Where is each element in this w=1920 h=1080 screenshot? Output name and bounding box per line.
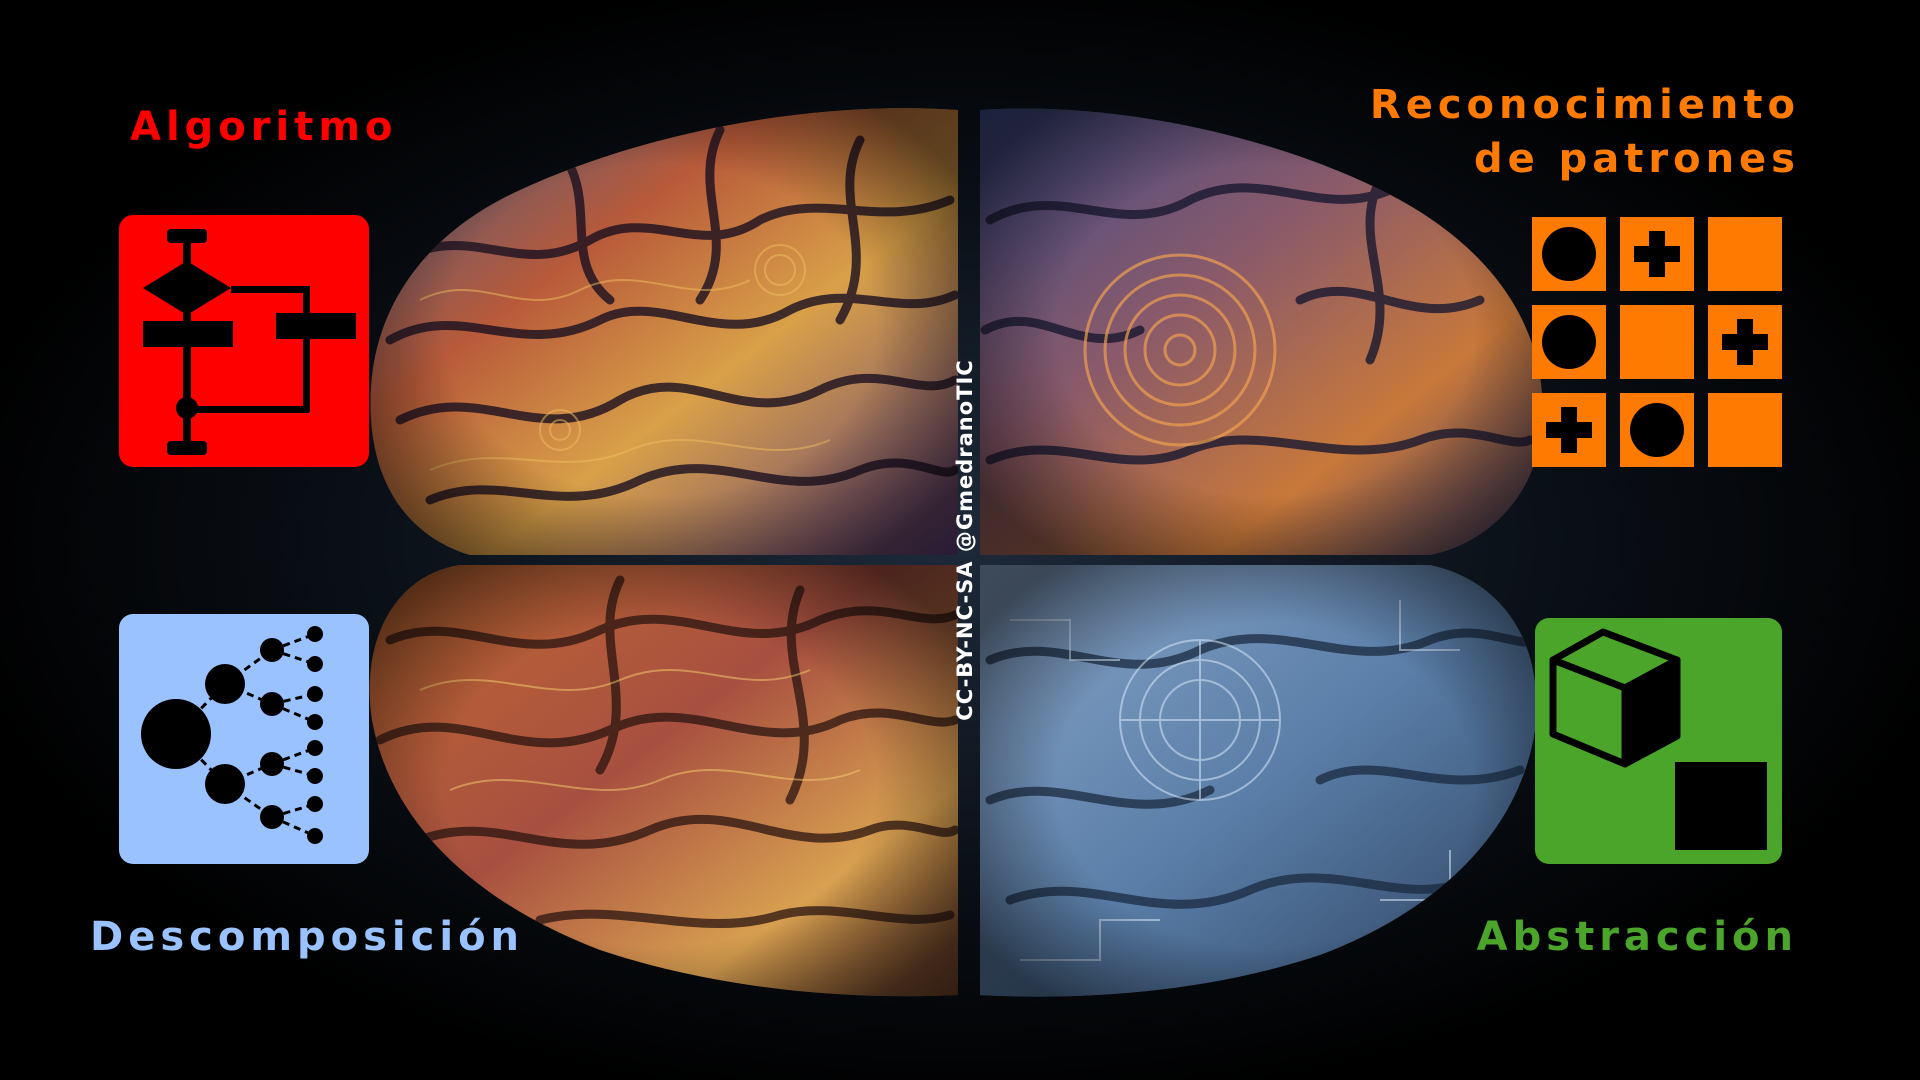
label-reconocimiento: Reconocimiento de patrones	[1370, 78, 1800, 186]
label-reconocimiento-line2: de patrones	[1473, 136, 1800, 182]
flowchart-icon	[143, 229, 356, 455]
label-descomposicion: Descomposición	[90, 914, 525, 960]
brain-top-left-lobe	[370, 108, 958, 556]
label-algoritmo: Algoritmo	[130, 104, 398, 150]
brain-bottom-right-lobe	[980, 565, 1537, 997]
pattern-grid-icon	[1532, 217, 1782, 467]
tree-decomposition-icon	[141, 626, 323, 844]
label-reconocimiento-line1: Reconocimiento	[1369, 82, 1800, 128]
credit-text: CC-BY-NC-SA @GmedranoTIC	[953, 359, 977, 721]
abstraccion-tile	[1535, 618, 1782, 864]
descomposicion-tile	[119, 614, 369, 864]
algoritmo-tile	[119, 215, 369, 467]
label-abstraccion: Abstracción	[1476, 914, 1798, 960]
cube-square-icon	[1549, 628, 1767, 850]
